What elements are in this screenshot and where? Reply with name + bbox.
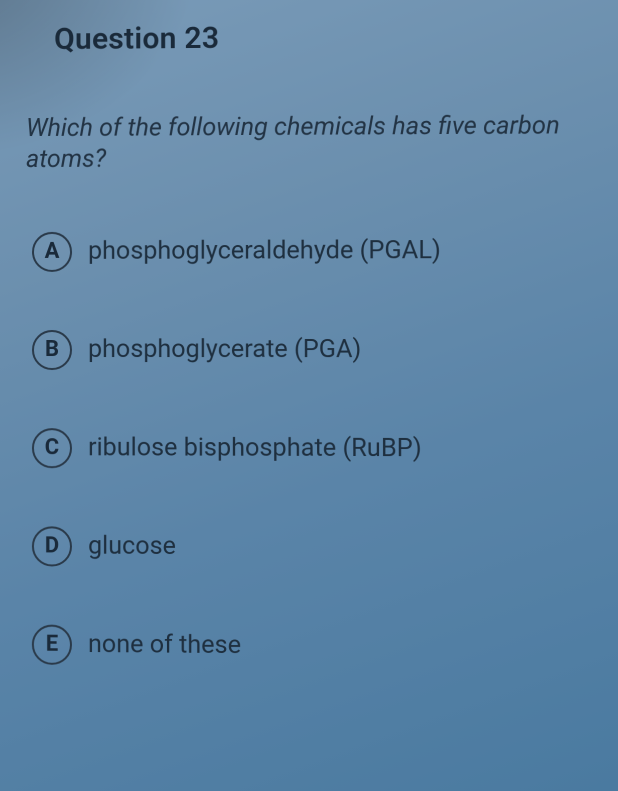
option-b-text: phosphoglycerate (PGA) (88, 335, 361, 364)
option-e-bubble[interactable]: E (32, 624, 72, 664)
option-b-bubble[interactable]: B (32, 329, 72, 369)
options-list: A phosphoglyceraldehyde (PGAL) B phospho… (32, 230, 607, 669)
option-a-bubble[interactable]: A (32, 231, 72, 271)
option-c-bubble[interactable]: C (32, 428, 72, 468)
option-e[interactable]: E none of these (32, 624, 607, 669)
option-a-text: phosphoglyceraldehyde (PGAL) (88, 236, 441, 266)
option-a[interactable]: A phosphoglyceraldehyde (PGAL) (32, 230, 606, 272)
option-c-text: ribulose bisphosphate (RuBP) (88, 433, 422, 463)
option-c[interactable]: C ribulose bisphosphate (RuBP) (32, 428, 606, 470)
option-b[interactable]: B phosphoglycerate (PGA) (32, 329, 606, 370)
option-d[interactable]: D glucose (32, 526, 606, 569)
question-prompt: Which of the following chemicals has fiv… (26, 110, 605, 176)
question-card: Question 23 Which of the following chemi… (0, 0, 618, 689)
option-d-text: glucose (88, 532, 176, 562)
option-e-text: none of these (88, 630, 241, 660)
question-header: Question 23 (54, 18, 605, 57)
option-d-bubble[interactable]: D (32, 526, 72, 566)
